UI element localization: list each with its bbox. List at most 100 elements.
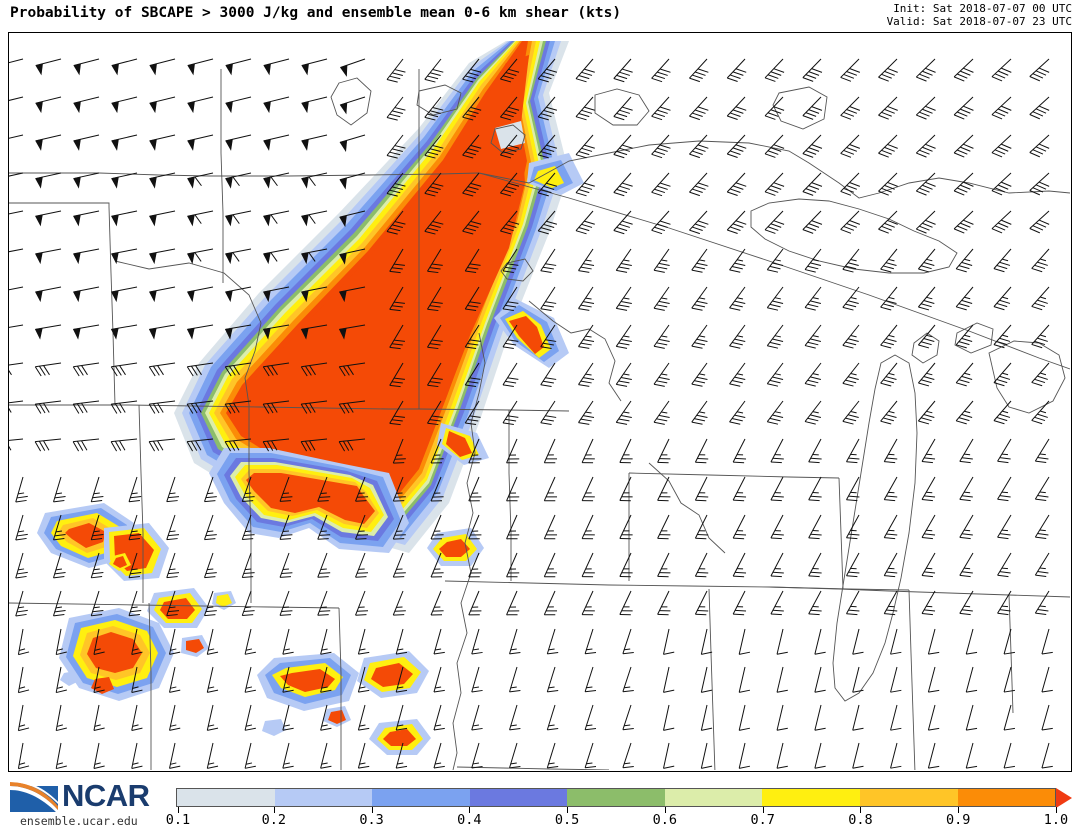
wind-barb — [622, 628, 634, 655]
probability-shading-layer — [37, 41, 584, 755]
wind-barb — [842, 400, 860, 425]
colorbar-tick-6 — [762, 807, 764, 813]
wind-barb — [392, 438, 406, 464]
wind-barb — [689, 172, 709, 197]
wind-barb — [169, 742, 181, 769]
wind-barb — [993, 324, 1012, 349]
page-title: Probability of SBCAPE > 3000 J/kg and en… — [10, 5, 622, 21]
colorbar-band-2 — [372, 789, 470, 806]
wind-barb — [339, 58, 366, 77]
wind-barb — [317, 590, 331, 616]
wind-barb-layer — [9, 58, 1053, 770]
wind-barb — [225, 58, 252, 76]
wind-barb — [169, 704, 181, 731]
wind-barb — [689, 96, 709, 121]
wind-barb — [9, 400, 24, 413]
wind-barb — [55, 666, 67, 694]
lake-michigan — [832, 354, 918, 702]
colorbar-tick-label-4: 0.5 — [554, 812, 580, 828]
wind-barb — [700, 666, 713, 693]
wind-barb — [9, 172, 24, 180]
wind-barb — [149, 58, 176, 76]
wind-barb — [622, 742, 634, 769]
wind-barb — [584, 628, 597, 655]
wind-barb — [653, 362, 670, 387]
wind-barb — [433, 666, 445, 693]
wind-barb — [918, 362, 936, 387]
state-border-vertical-j — [908, 589, 916, 770]
wind-barb — [111, 210, 138, 227]
wind-barb — [883, 552, 898, 578]
wind-barb — [187, 58, 214, 76]
wind-barb — [73, 58, 100, 76]
wind-barb — [694, 438, 709, 464]
state-border-vertical-k — [1008, 594, 1014, 714]
wind-barb — [427, 400, 443, 426]
wind-barb — [110, 362, 138, 377]
state-border-a — [9, 202, 110, 207]
wind-barb — [389, 362, 405, 388]
wind-barb — [241, 552, 255, 578]
wind-barb — [355, 476, 369, 502]
wind-barb — [131, 704, 143, 731]
state-border-vertical-a — [108, 206, 116, 406]
wind-barb — [694, 552, 709, 578]
wind-barb — [993, 248, 1012, 273]
wind-barb — [244, 704, 256, 731]
wind-barb — [766, 362, 784, 387]
wind-barb — [149, 172, 176, 189]
wind-barb — [462, 210, 482, 235]
wind-barb — [546, 742, 559, 769]
wind-barb — [543, 590, 558, 616]
colorbar[interactable]: 0.1 0.2 0.3 0.4 0.5 0.6 0.7 0.8 0.9 1.0 — [166, 787, 1072, 832]
wind-barb — [729, 362, 746, 387]
wind-barb — [991, 58, 1012, 82]
wind-barb — [427, 248, 443, 274]
map-panel[interactable] — [8, 32, 1072, 772]
wind-barb — [808, 476, 822, 502]
wind-barb — [468, 552, 482, 578]
wind-barb — [732, 590, 747, 616]
wind-barb — [225, 210, 252, 227]
state-border-kansas-nebraska — [9, 602, 340, 609]
wind-barb — [386, 172, 406, 197]
wind-barb — [921, 590, 936, 616]
wind-barb — [852, 742, 864, 769]
colorbar-tick-9 — [1056, 807, 1057, 813]
wind-barb — [1029, 134, 1050, 158]
colorbar-band-1 — [274, 789, 373, 806]
wind-barb — [993, 400, 1012, 425]
ncar-logo[interactable]: NCAR ensemble.ucar.edu — [8, 779, 168, 830]
wind-barb — [955, 324, 974, 349]
wind-barb — [997, 552, 1012, 578]
wind-barb — [300, 400, 328, 414]
wind-barb — [509, 742, 521, 769]
wind-barb — [55, 742, 67, 770]
wind-barb — [355, 552, 369, 578]
wind-barb — [883, 514, 898, 540]
wind-barb — [187, 248, 214, 265]
wind-barb — [15, 590, 28, 617]
wind-barb — [653, 248, 670, 273]
wind-barb — [808, 552, 822, 578]
colorbar-tick-label-1: 0.2 — [261, 812, 286, 828]
wind-barb — [880, 324, 898, 349]
wind-barb — [921, 514, 936, 540]
wind-barb — [166, 476, 180, 503]
ncar-logo-url: ensemble.ucar.edu — [20, 814, 138, 828]
wind-barb — [389, 324, 405, 350]
wind-barb — [148, 438, 176, 452]
wind-barb — [149, 210, 176, 227]
state-border-south — [456, 766, 610, 770]
wind-barb — [953, 210, 974, 234]
wind-barb — [392, 590, 406, 616]
colorbar-tick-label-2: 0.3 — [359, 812, 384, 828]
state-border-vertical-b — [220, 69, 224, 283]
lake-huron — [988, 340, 1066, 414]
wind-barb — [389, 400, 405, 426]
wind-barb — [732, 552, 747, 578]
wind-barb — [244, 742, 256, 769]
state-border-vertical-i — [708, 588, 716, 770]
wind-barb — [770, 514, 784, 540]
wind-barb — [186, 438, 214, 452]
